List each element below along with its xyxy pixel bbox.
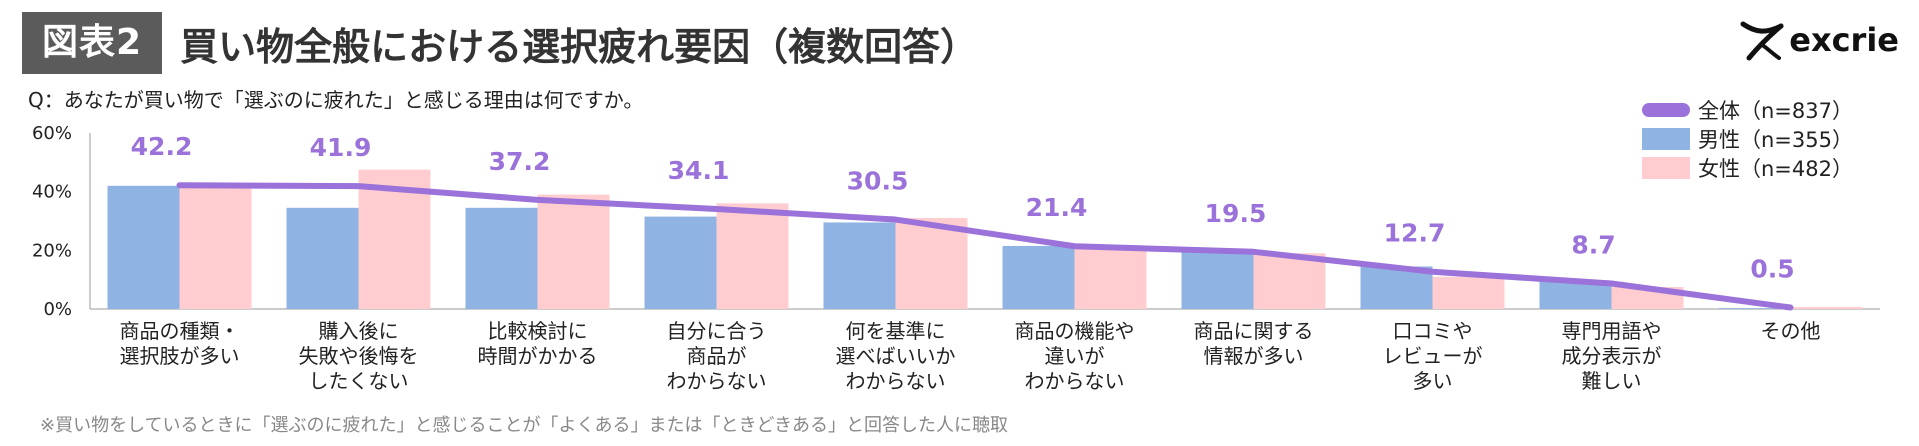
x-tick-label: 口コミや bbox=[1393, 319, 1473, 343]
total-line bbox=[176, 182, 1794, 311]
chart-header: 図表2 買い物全般における選択疲れ要因（複数回答） bbox=[22, 12, 978, 74]
x-tick-label: 何を基準に bbox=[846, 319, 946, 343]
legend-swatch-male bbox=[1642, 127, 1690, 150]
x-tick-label: わからない bbox=[667, 369, 767, 393]
x-tick-label: 商品が bbox=[687, 344, 747, 368]
x-tick-label: 選べばいいか bbox=[836, 344, 956, 368]
x-tick-label: 難しい bbox=[1582, 369, 1642, 393]
legend-item-female: 女性（n=482） bbox=[1642, 153, 1853, 182]
x-tick-label: したくない bbox=[309, 369, 409, 393]
footnote: ※買い物をしているときに「選ぶのに疲れた」と感じることが「よくある」または「とき… bbox=[40, 415, 1008, 436]
x-tick-label: 多い bbox=[1413, 369, 1453, 393]
survey-question: Q：あなたが買い物で「選ぶのに疲れた」と感じる理由は何ですか。 bbox=[28, 88, 644, 112]
bar-male bbox=[1360, 266, 1433, 309]
bar-male bbox=[107, 185, 180, 309]
logo-wordmark: excrie bbox=[1789, 21, 1899, 59]
total-data-label: 8.7 bbox=[1571, 230, 1615, 259]
chart-title: 買い物全般における選択疲れ要因（複数回答） bbox=[180, 24, 979, 69]
x-tick-label: 選択肢が多い bbox=[120, 344, 240, 368]
x-tick-label: 購入後に bbox=[319, 319, 399, 343]
bar-female bbox=[1253, 253, 1326, 309]
x-tick-label: 自分に合う bbox=[667, 319, 767, 343]
legend-swatch-total bbox=[1642, 102, 1690, 117]
y-tick-label: 20% bbox=[32, 240, 72, 261]
total-data-label: 42.2 bbox=[131, 132, 193, 161]
bar-male bbox=[1718, 308, 1791, 309]
bar-female bbox=[1432, 276, 1505, 309]
bar-male bbox=[1002, 245, 1075, 309]
x-tick-label: その他 bbox=[1761, 319, 1821, 343]
x-tick-label: 成分表示が bbox=[1562, 344, 1662, 368]
bar-male bbox=[286, 207, 359, 309]
legend-label-male: 男性（n=355） bbox=[1698, 127, 1853, 152]
bar-female bbox=[895, 218, 968, 309]
y-tick-label: 0% bbox=[43, 299, 72, 320]
figure-badge: 図表2 bbox=[22, 12, 163, 74]
bar-male bbox=[1539, 281, 1612, 309]
x-tick-label: 時間がかかる bbox=[478, 344, 598, 368]
legend-item-male: 男性（n=355） bbox=[1642, 124, 1853, 153]
bar-female bbox=[1790, 306, 1863, 309]
total-data-label: 19.5 bbox=[1205, 199, 1267, 228]
brand-logo: excrie bbox=[1739, 18, 1899, 62]
bar-female bbox=[537, 194, 610, 309]
legend-item-total: 全体（n=837） bbox=[1642, 95, 1853, 124]
bar-female bbox=[1074, 247, 1147, 309]
x-tick-label: 失敗や後悔を bbox=[299, 344, 419, 368]
x-tick-label: 商品の機能や bbox=[1015, 319, 1135, 343]
x-tick-label: 商品に関する bbox=[1194, 319, 1314, 343]
total-data-label: 12.7 bbox=[1384, 219, 1446, 248]
bar-female bbox=[716, 203, 789, 309]
legend-label-female: 女性（n=482） bbox=[1698, 156, 1853, 181]
bar-male bbox=[1181, 251, 1254, 309]
legend-label-total: 全体（n=837） bbox=[1698, 98, 1853, 123]
excrie-logo-icon bbox=[1740, 21, 1784, 61]
x-tick-label: わからない bbox=[846, 369, 946, 393]
x-tick-label: レビューが bbox=[1383, 344, 1483, 368]
x-tick-label: 情報が多い bbox=[1204, 344, 1304, 368]
bar-male bbox=[644, 216, 717, 309]
bar-male bbox=[823, 222, 896, 309]
bar-female bbox=[179, 185, 252, 309]
x-tick-label: 違いが bbox=[1045, 344, 1105, 368]
total-data-label: 0.5 bbox=[1750, 255, 1794, 284]
chart-legend: 全体（n=837） 男性（n=355） 女性（n=482） bbox=[1642, 95, 1853, 182]
total-data-label: 37.2 bbox=[489, 147, 551, 176]
total-data-label: 21.4 bbox=[1026, 193, 1088, 222]
x-tick-label: 専門用語や bbox=[1562, 319, 1662, 343]
legend-swatch-female bbox=[1642, 156, 1690, 179]
x-tick-label: わからない bbox=[1025, 369, 1125, 393]
y-tick-label: 40% bbox=[32, 182, 72, 203]
x-tick-label: 比較検討に bbox=[488, 319, 588, 343]
total-data-label: 34.1 bbox=[668, 156, 730, 185]
total-data-label: 41.9 bbox=[310, 133, 372, 162]
bar-male bbox=[465, 207, 538, 309]
total-data-label: 30.5 bbox=[847, 167, 909, 196]
x-tick-label: 商品の種類・ bbox=[120, 319, 240, 343]
y-tick-label: 60% bbox=[32, 123, 72, 144]
